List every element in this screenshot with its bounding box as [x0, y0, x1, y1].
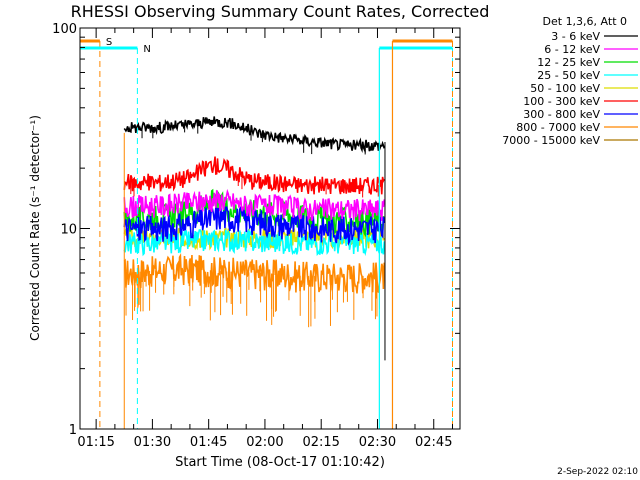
series-line-300-800kev	[123, 205, 386, 246]
legend-label-25-50kev: 25 - 50 keV	[537, 69, 600, 82]
chart-title: RHESSI Observing Summary Count Rates, Co…	[71, 2, 490, 21]
legend-label-50-100kev: 50 - 100 keV	[530, 82, 600, 95]
legend-label-3-6kev: 3 - 6 keV	[551, 30, 600, 43]
legend-label-800-7000kev: 800 - 7000 keV	[516, 121, 600, 134]
x-axis-label: Start Time (08-Oct-17 01:10:42)	[175, 455, 385, 470]
y-axis-label: Corrected Count Rate (s⁻¹ detector⁻¹)	[28, 115, 42, 341]
series-line-3-6kev	[123, 116, 385, 154]
s-bar-label: S	[106, 37, 112, 48]
legend-label-100-300kev: 100 - 300 keV	[523, 95, 600, 108]
y-tick-label: 1	[69, 423, 77, 438]
annotation-layer: SN	[80, 37, 453, 429]
series-line-100-300kev	[123, 156, 385, 195]
legend-label-6-12kev: 6 - 12 keV	[544, 43, 600, 56]
legend-header: Det 1,3,6, Att 0	[543, 15, 627, 28]
legend-label-300-800kev: 300 - 800 keV	[523, 108, 600, 121]
x-tick-label: 01:45	[190, 435, 227, 450]
x-tick-label: 02:15	[302, 435, 339, 450]
legend-label-12-25kev: 12 - 25 keV	[537, 56, 600, 69]
series-line-800-7000kev	[123, 252, 386, 294]
x-tick-label: 02:30	[359, 435, 396, 450]
n-bar-label: N	[143, 44, 150, 55]
y-tick-label: 10	[60, 223, 77, 238]
y-tick-label: 100	[52, 22, 77, 37]
footer-date: 2-Sep-2022 02:10	[557, 467, 638, 477]
x-tick-label: 02:45	[415, 435, 452, 450]
x-tick-label: 01:30	[134, 435, 171, 450]
legend-label-7000-15000kev: 7000 - 15000 keV	[502, 134, 600, 147]
x-tick-label: 01:15	[77, 435, 114, 450]
axis-layer: 1 10 100 01:15 01:30 01:45 02:00 02:15 02:30 02:4…	[52, 22, 460, 450]
series-line-6-12kev	[123, 188, 386, 222]
x-tick-label: 02:00	[246, 435, 283, 450]
